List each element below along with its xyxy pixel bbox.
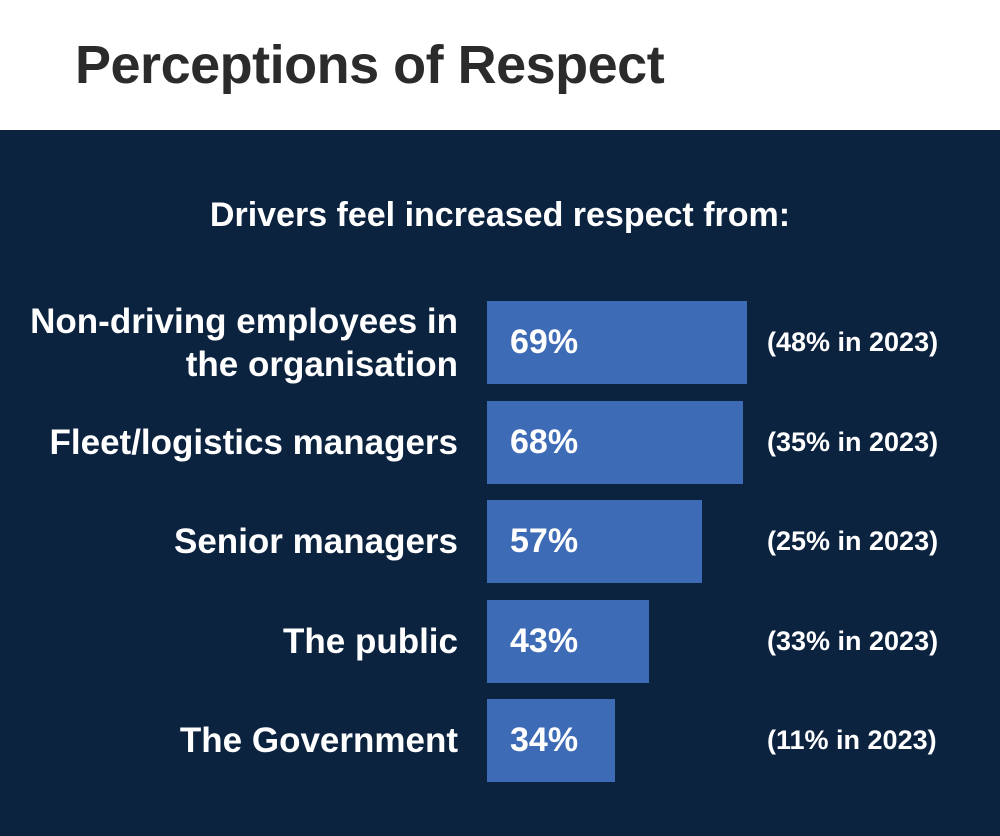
- chart-title: Perceptions of Respect: [75, 35, 665, 95]
- bar: [487, 699, 616, 782]
- bar: [487, 301, 748, 384]
- value-label: 57%: [510, 522, 579, 560]
- annotation: (11% in 2023): [767, 725, 937, 755]
- category-label: Non-driving employees in the organisatio…: [30, 301, 458, 384]
- header: Perceptions of Respect: [0, 0, 1000, 130]
- annotation: (48% in 2023): [767, 327, 939, 357]
- annotation: (33% in 2023): [767, 625, 939, 656]
- value-label: 69%: [510, 323, 579, 361]
- value-label: 43%: [510, 621, 579, 660]
- chart-subtitle: Drivers feel increased respect from:: [209, 196, 791, 234]
- annotation: (35% in 2023): [767, 426, 939, 457]
- value-label: 34%: [510, 721, 579, 759]
- bar: [487, 400, 744, 484]
- bar: [487, 500, 702, 583]
- category-label: Fleet/logistics managers: [49, 422, 458, 462]
- category-label: The Government: [179, 721, 458, 760]
- value-label: 68%: [510, 422, 579, 461]
- category-label: Senior managers: [174, 522, 458, 561]
- annotation: (25% in 2023): [767, 526, 939, 556]
- category-label: The public: [283, 621, 458, 661]
- bar: [487, 599, 650, 683]
